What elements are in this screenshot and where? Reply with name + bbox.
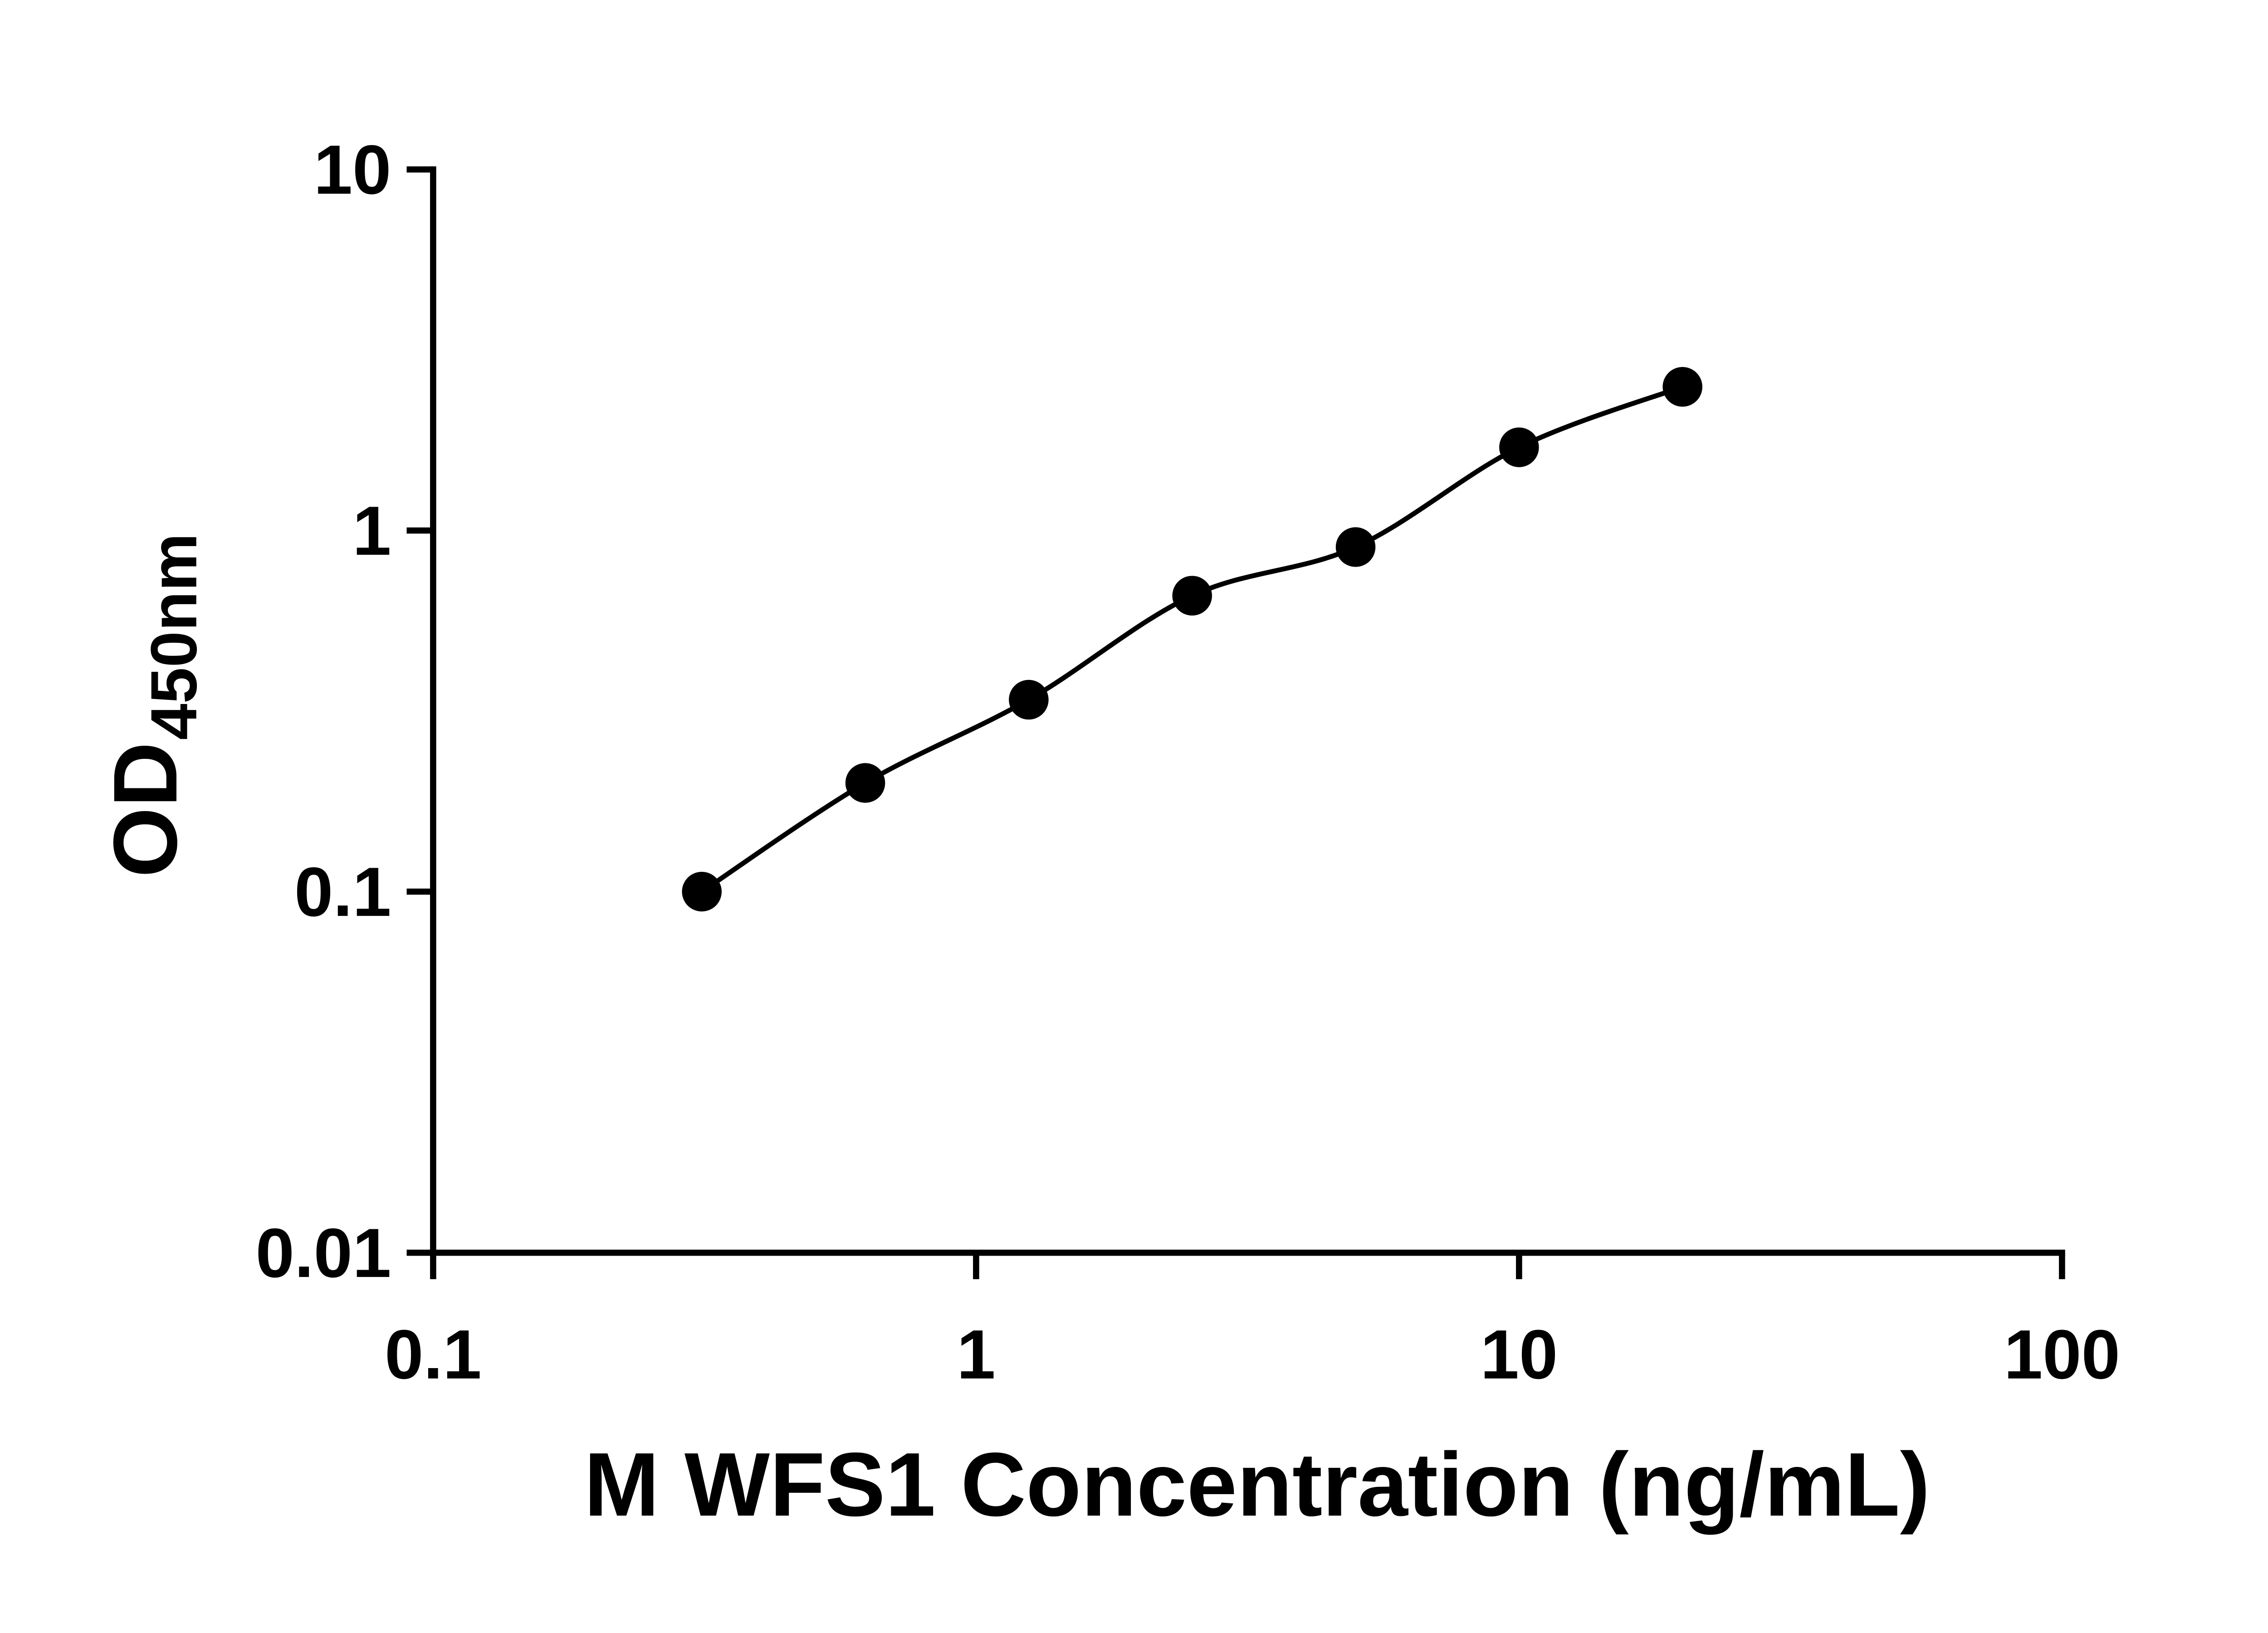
y-tick-label: 0.1: [294, 853, 391, 931]
x-tick-label: 1: [957, 1315, 995, 1393]
y-axis-title-main: OD: [95, 742, 196, 878]
curve-line: [700, 384, 1684, 894]
data-point: [1662, 367, 1702, 407]
x-tick-label: 10: [1480, 1315, 1558, 1393]
y-axis-title: OD 450nm: [95, 533, 210, 877]
plot-layer: 0.1 1 10 100 0.01 0.1 1 10: [256, 131, 2121, 1393]
data-point: [682, 871, 722, 912]
y-tick-label: 1: [352, 492, 391, 570]
data-point: [1499, 427, 1539, 467]
data-point: [1335, 527, 1376, 567]
x-tick-label: 100: [2004, 1315, 2120, 1393]
data-point: [1009, 680, 1049, 720]
x-tick-label: 0.1: [385, 1315, 482, 1393]
y-tick-label: 0.01: [256, 1214, 391, 1292]
y-axis-title-sub: 450nm: [138, 533, 210, 740]
data-point: [845, 763, 885, 803]
data-point: [1172, 576, 1212, 616]
x-axis-title: M WFS1 Concentration (ng/mL): [584, 1434, 1931, 1535]
y-tick-label: 10: [314, 131, 391, 209]
